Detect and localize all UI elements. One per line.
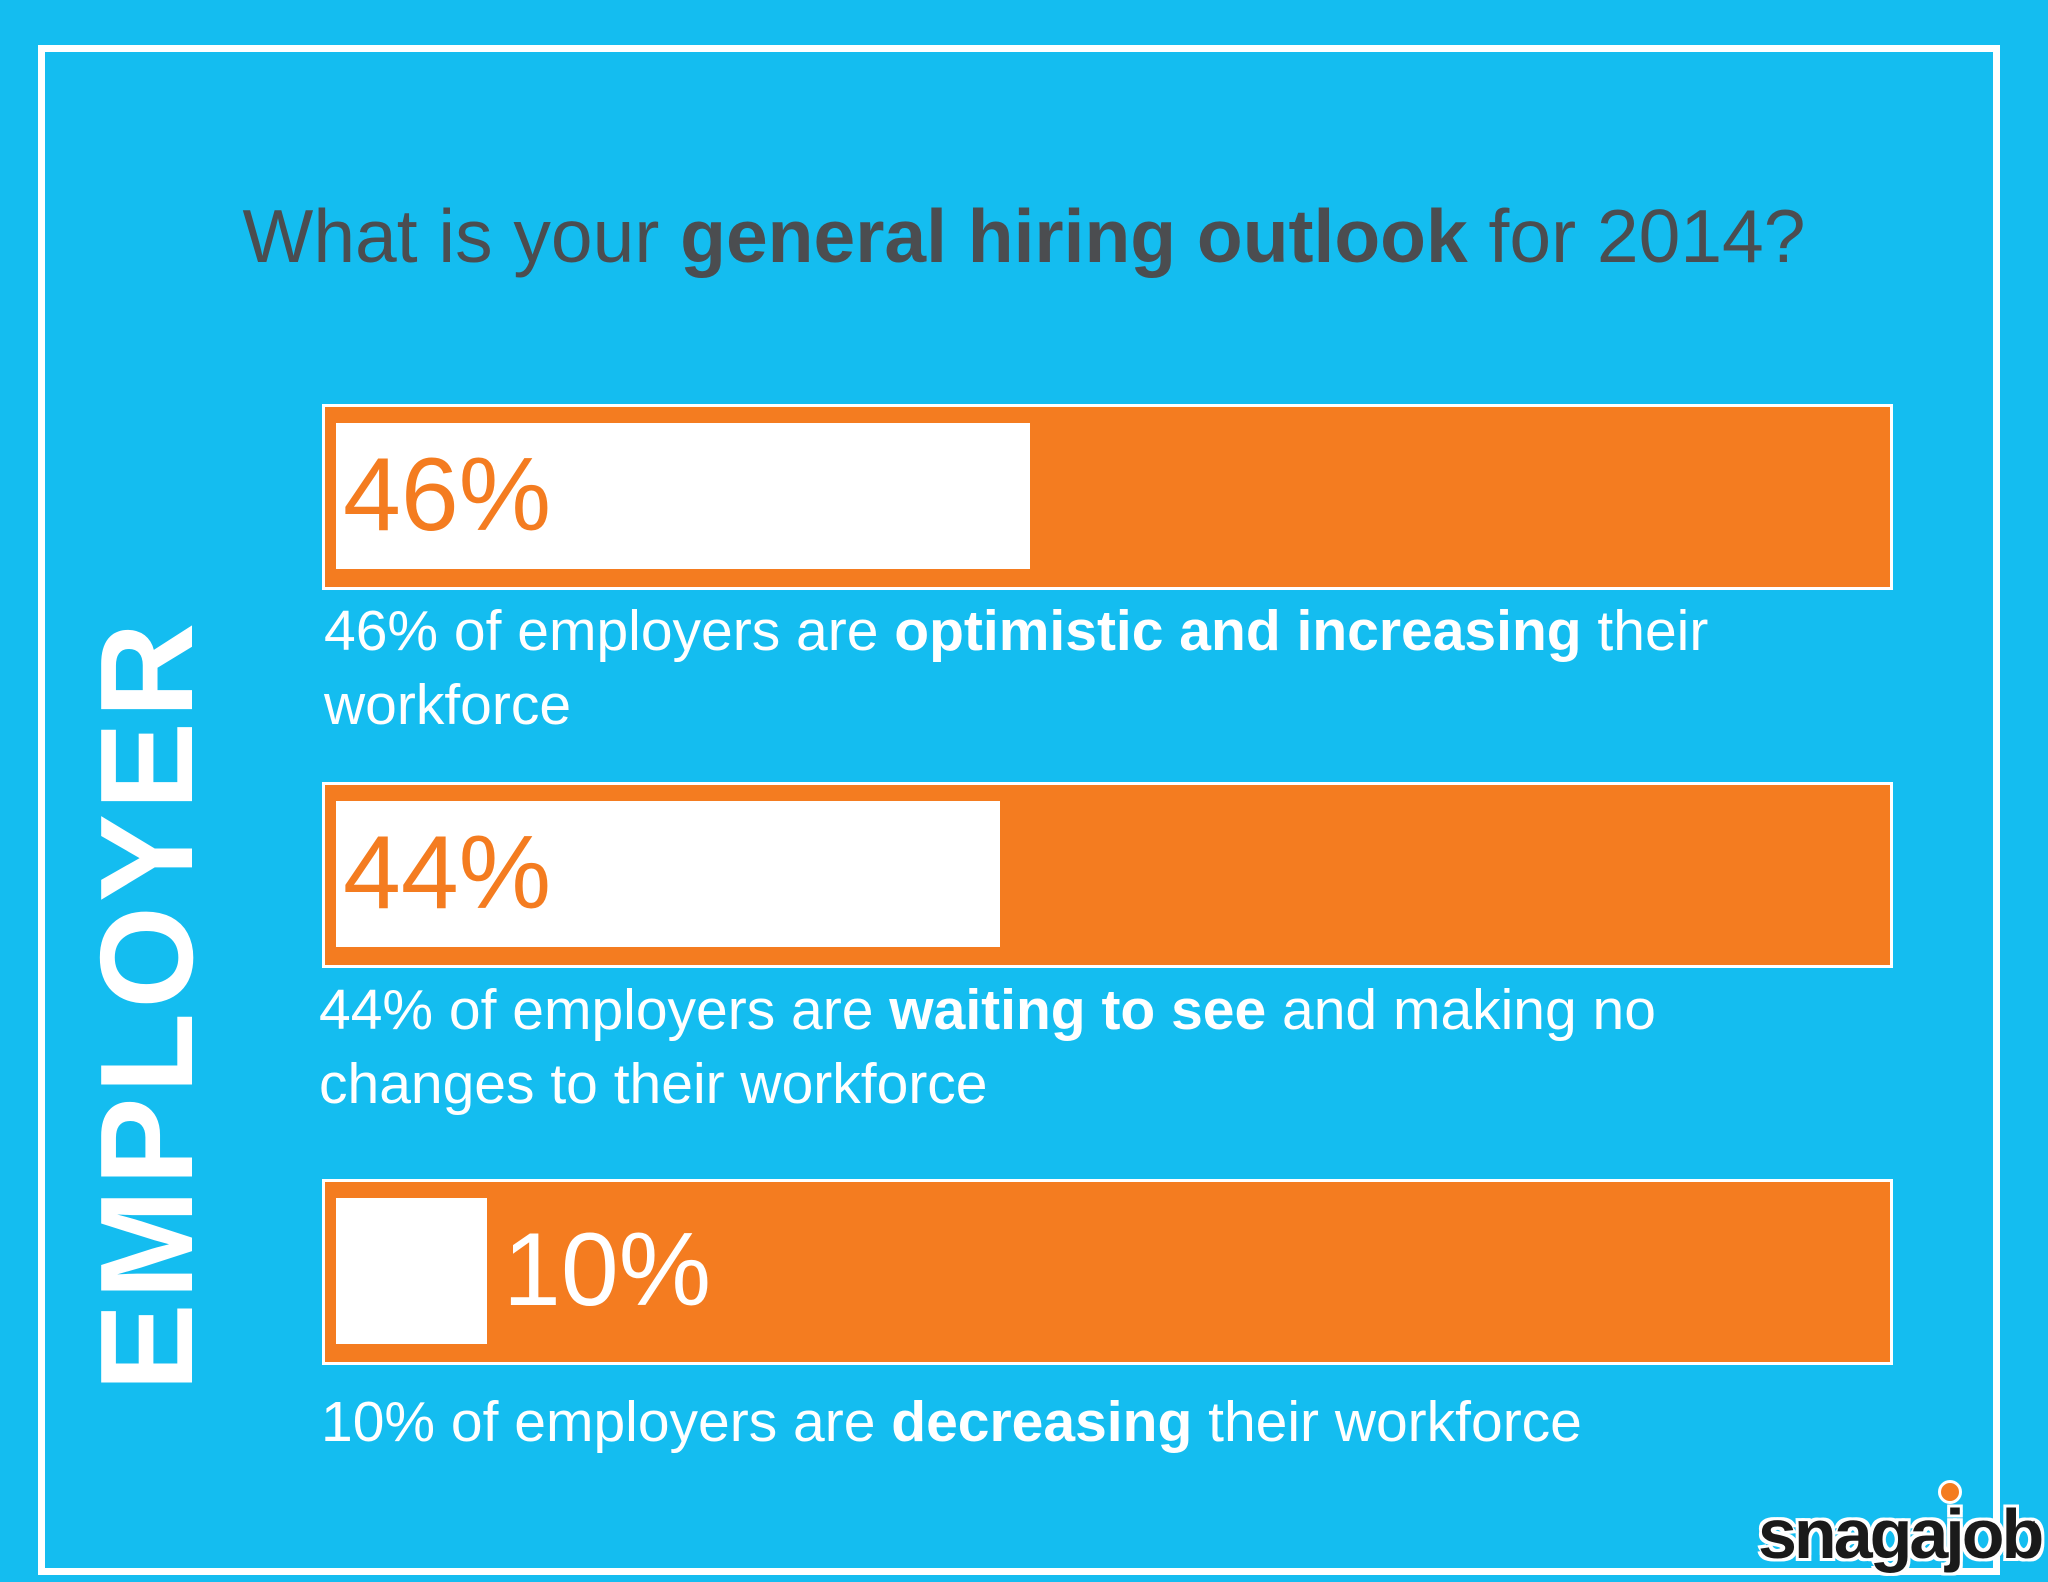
logo-dot-icon bbox=[1938, 1480, 1962, 1504]
snagajob-logo: snagajob bbox=[1758, 1495, 2044, 1573]
bar-fill bbox=[336, 423, 1030, 569]
caption-post: their workforce bbox=[324, 599, 1709, 737]
caption-post: and making no changes to their workforce bbox=[319, 978, 1656, 1116]
caption-bold: optimistic and increasing bbox=[894, 599, 1582, 663]
bar-fill bbox=[336, 1198, 487, 1344]
caption-bold: decreasing bbox=[891, 1390, 1193, 1454]
side-label: EMPLOYER bbox=[73, 618, 220, 1392]
title-post: for 2014? bbox=[1467, 194, 1806, 278]
bar-caption: 46% of employers are optimistic and incr… bbox=[324, 594, 1824, 742]
bar-track: 44% bbox=[322, 782, 1893, 968]
bar-track: 46% bbox=[322, 404, 1893, 590]
caption-pre: 10% of employers are bbox=[321, 1390, 892, 1454]
trademark-mark: ™ bbox=[2024, 1518, 2036, 1532]
title-bold: general hiring outlook bbox=[680, 194, 1468, 278]
caption-pre: 46% of employers are bbox=[324, 599, 895, 663]
caption-post: their workforce bbox=[1192, 1390, 1582, 1454]
bar-caption: 10% of employers are decreasing their wo… bbox=[321, 1385, 1921, 1459]
bar-value-label: 46% bbox=[343, 437, 552, 553]
bar-value-label: 10% bbox=[503, 1212, 712, 1328]
title-pre: What is your bbox=[242, 194, 681, 278]
white-frame bbox=[38, 45, 2000, 1575]
chart-title: What is your general hiring outlook for … bbox=[0, 192, 2048, 280]
bar-caption: 44% of employers are waiting to see and … bbox=[319, 973, 1839, 1121]
bar-track: 10% bbox=[322, 1179, 1893, 1365]
bar-fill bbox=[336, 801, 1000, 947]
caption-bold: waiting to see bbox=[889, 978, 1267, 1042]
caption-pre: 44% of employers are bbox=[319, 978, 890, 1042]
bar-value-label: 44% bbox=[343, 815, 552, 931]
